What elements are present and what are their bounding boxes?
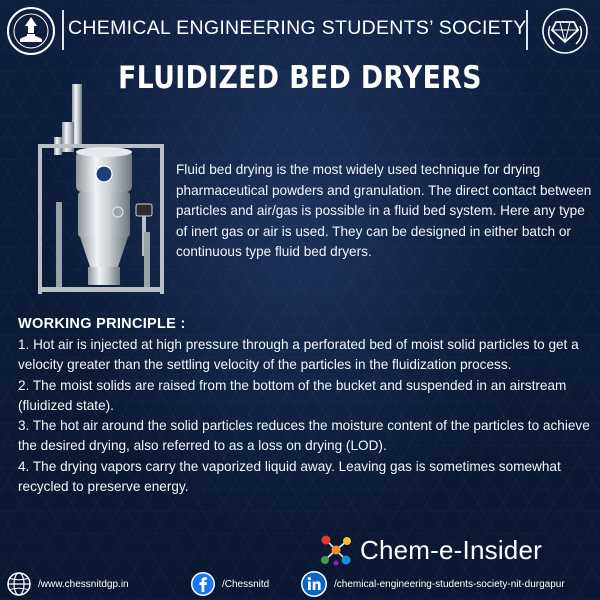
- intro-paragraph: Fluid bed drying is the most widely used…: [176, 162, 592, 259]
- page-title: FLUIDIZED BED DRYERS: [118, 60, 482, 96]
- linkedin-icon: [301, 571, 327, 597]
- globe-icon: [7, 572, 31, 596]
- header: CHEMICAL ENGINEERING STUDENTS’ SOCIETY: [0, 0, 600, 60]
- principle-point-1: 1. Hot air is injected at high pressure …: [18, 337, 579, 373]
- footer-linkedin[interactable]: /chemical-engineering-students-society-n…: [300, 568, 565, 600]
- fluid-bed-dryer-illustration: [38, 84, 164, 294]
- brand-name: Chem-e-Insider: [360, 534, 542, 565]
- principle-point-2: 2. The moist solids are raised from the …: [18, 377, 567, 413]
- working-principle-list: 1. Hot air is injected at high pressure …: [18, 335, 590, 497]
- header-divider-right: [526, 10, 528, 50]
- footer-linkedin-text: /chemical-engineering-students-society-n…: [334, 578, 565, 590]
- footer-website-text: /www.chessnitdgp.in: [38, 578, 129, 590]
- principle-point-3: 3. The hot air around the solid particle…: [18, 418, 590, 454]
- footer-facebook[interactable]: /Chessnitd: [190, 568, 269, 600]
- chess-society-emblem-icon: [542, 8, 588, 54]
- footer: /www.chessnitdgp.in /Chessnitd /chemical…: [0, 568, 600, 600]
- nit-durgapur-emblem-icon: [7, 7, 55, 55]
- footer-website[interactable]: /www.chessnitdgp.in: [6, 568, 129, 600]
- society-name: CHEMICAL ENGINEERING STUDENTS’ SOCIETY: [68, 17, 527, 39]
- brand: Chem-e-Insider: [318, 533, 542, 567]
- header-divider-left: [62, 10, 64, 50]
- working-principle-heading: WORKING PRINCIPLE :: [18, 316, 186, 332]
- molecule-logo-icon: [321, 535, 351, 566]
- principle-point-4: 4. The drying vapors carry the vaporized…: [18, 458, 561, 495]
- facebook-icon: [191, 572, 215, 596]
- footer-facebook-text: /Chessnitd: [222, 578, 270, 590]
